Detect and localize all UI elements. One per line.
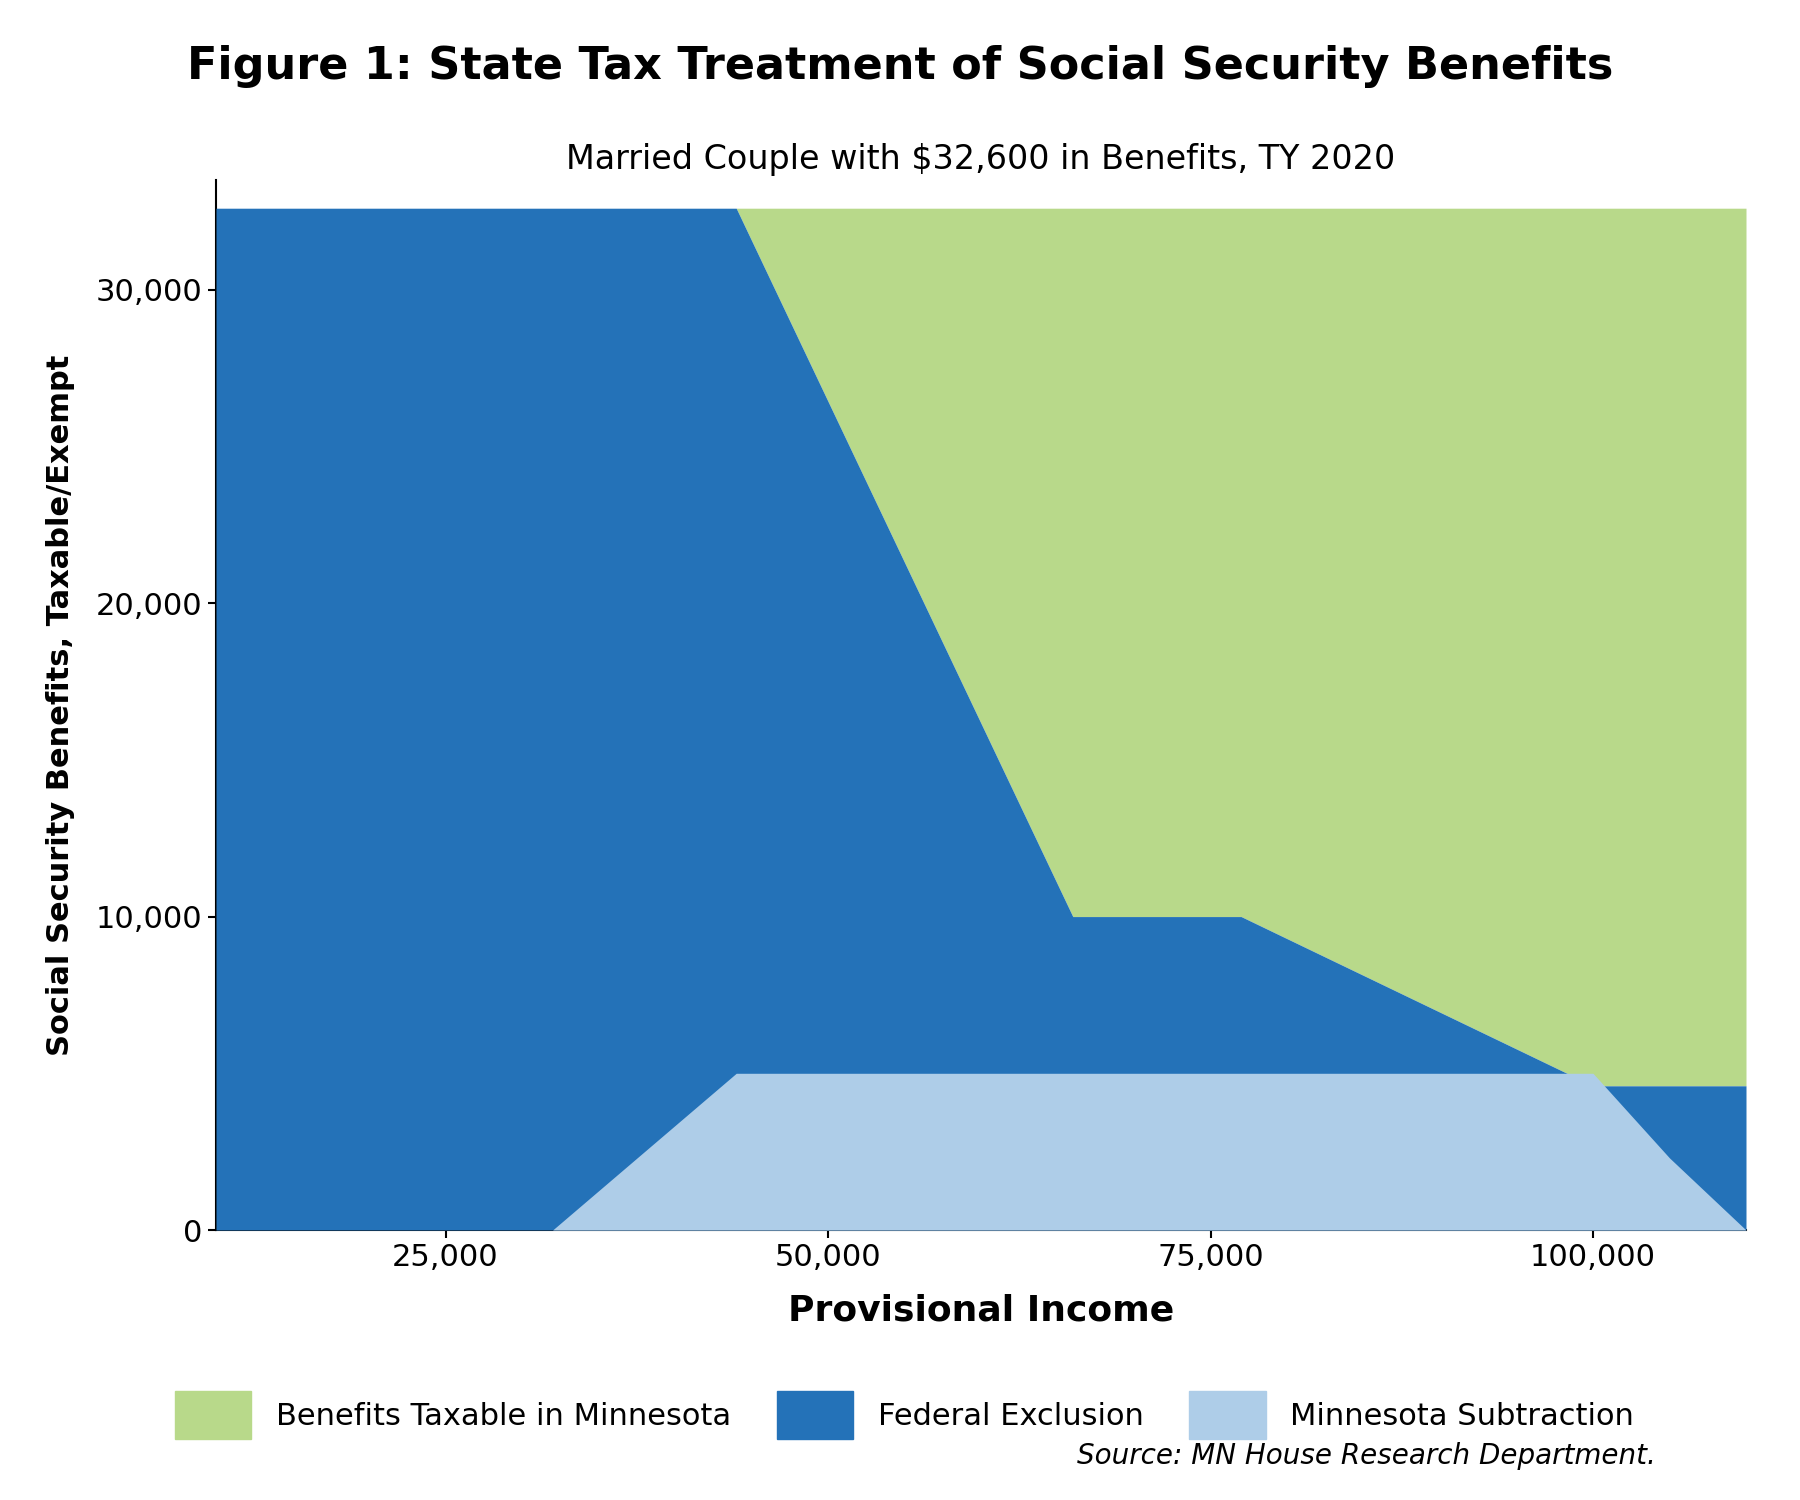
Legend: Benefits Taxable in Minnesota, Federal Exclusion, Minnesota Subtraction: Benefits Taxable in Minnesota, Federal E… <box>144 1360 1665 1468</box>
X-axis label: Provisional Income: Provisional Income <box>788 1293 1174 1328</box>
Text: Source: MN House Research Department.: Source: MN House Research Department. <box>1076 1442 1656 1470</box>
Y-axis label: Social Security Benefits, Taxable/Exempt: Social Security Benefits, Taxable/Exempt <box>47 354 76 1056</box>
Title: Married Couple with $32,600 in Benefits, TY 2020: Married Couple with $32,600 in Benefits,… <box>567 142 1395 176</box>
Text: Figure 1: State Tax Treatment of Social Security Benefits: Figure 1: State Tax Treatment of Social … <box>187 45 1613 88</box>
